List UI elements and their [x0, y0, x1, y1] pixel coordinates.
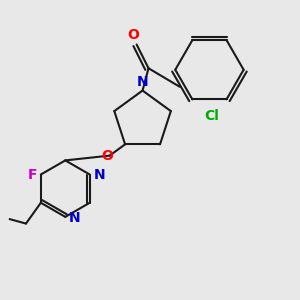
- Text: F: F: [28, 167, 37, 182]
- Text: N: N: [137, 75, 148, 89]
- Text: N: N: [94, 167, 105, 182]
- Text: Cl: Cl: [204, 109, 219, 123]
- Text: O: O: [101, 148, 113, 163]
- Text: O: O: [128, 28, 140, 42]
- Text: N: N: [69, 212, 81, 225]
